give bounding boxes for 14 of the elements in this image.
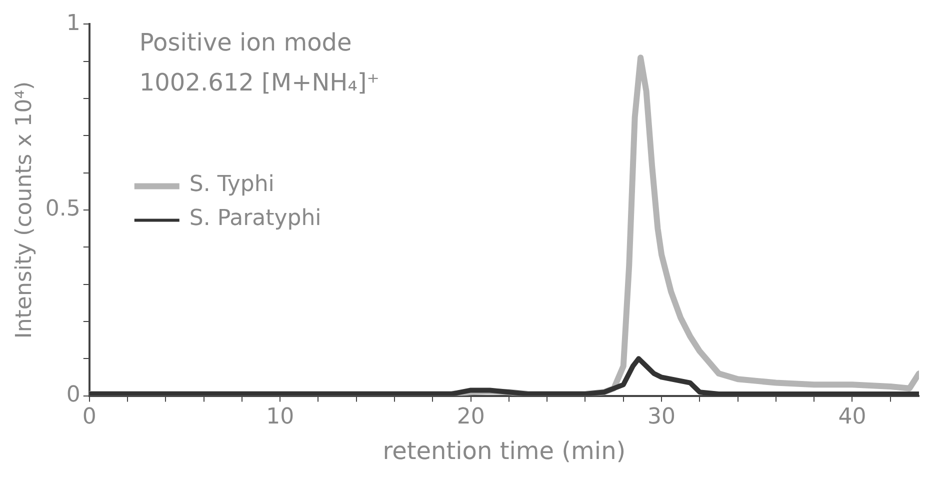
annotation: Positive ion mode [139, 28, 352, 56]
y-axis-title: Intensity (counts x 10⁴) [12, 81, 37, 339]
legend-label: S. Typhi [189, 172, 274, 197]
legend-label: S. Paratyphi [189, 206, 322, 231]
x-tick-label: 30 [648, 404, 676, 430]
x-tick-label: 40 [838, 404, 866, 430]
x-axis-title: retention time (min) [382, 436, 626, 465]
annotation: 1002.612 [M+NH₄]⁺ [139, 68, 380, 96]
x-tick-label: 0 [82, 404, 96, 430]
y-tick-label: 0 [66, 382, 80, 408]
x-tick-label: 10 [266, 404, 294, 430]
y-tick-label: 0.5 [45, 196, 80, 222]
x-tick-label: 20 [456, 404, 485, 430]
y-tick-label: 1 [66, 10, 80, 36]
